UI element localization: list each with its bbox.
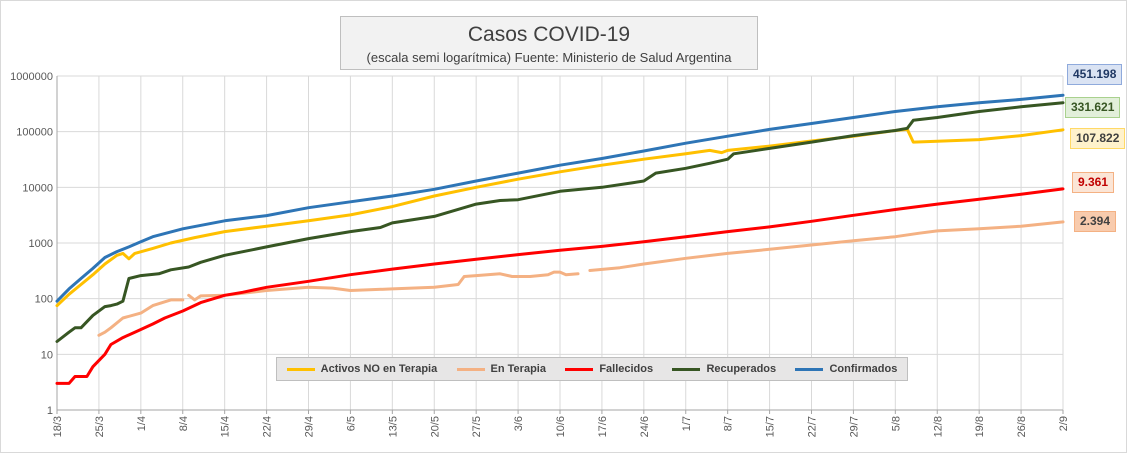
end-label-en-terapia: 2.394 bbox=[1074, 211, 1117, 232]
y-tick-label: 1 bbox=[47, 405, 53, 417]
x-tick-label: 15/7 bbox=[765, 416, 777, 437]
end-label-confirmados: 451.198 bbox=[1067, 64, 1123, 85]
legend-swatch-fallecidos bbox=[565, 367, 594, 371]
legend-label: En Terapia bbox=[490, 363, 546, 375]
series-lines bbox=[55, 93, 1065, 385]
x-tick-label: 18/3 bbox=[52, 416, 64, 437]
x-tick-label: 10/6 bbox=[555, 416, 567, 437]
chart-title: Casos COVID-19 bbox=[467, 23, 631, 46]
legend-item-confirmados: Confirmados bbox=[795, 363, 897, 375]
x-tick-label: 17/6 bbox=[597, 416, 609, 437]
x-tick-label: 29/4 bbox=[304, 416, 316, 437]
legend: Activos NO en Terapia En Terapia Falleci… bbox=[276, 357, 908, 381]
legend-item-recuperados: Recuperados bbox=[672, 363, 776, 375]
x-tick-label: 26/8 bbox=[1016, 416, 1028, 437]
axes: 1 10 100 1000 10000 100000 1000000 18/3 25/3 1/4 8… bbox=[10, 71, 1070, 437]
x-tick-label: 27/5 bbox=[471, 416, 483, 437]
x-tick-label: 2/9 bbox=[1058, 416, 1070, 431]
y-tick-label: 100000 bbox=[16, 127, 53, 139]
end-label-fallecidos: 9.361 bbox=[1072, 172, 1115, 193]
chart-subtitle: (escala semi logarítmica) Fuente: Minist… bbox=[366, 50, 732, 65]
end-label-activos: 107.822 bbox=[1070, 128, 1126, 149]
x-tick-label: 19/8 bbox=[974, 416, 986, 437]
legend-swatch-en-terapia bbox=[456, 367, 485, 371]
y-tick-label: 1000000 bbox=[10, 71, 53, 83]
title-box: Casos COVID-19 (escala semi logarítmica)… bbox=[340, 16, 758, 70]
x-tick-label: 15/4 bbox=[220, 416, 232, 437]
x-tick-label: 20/5 bbox=[429, 416, 441, 437]
x-tick-label: 8/7 bbox=[723, 416, 735, 431]
legend-item-fallecidos: Fallecidos bbox=[565, 363, 653, 375]
series-line-confirmados bbox=[55, 93, 1065, 303]
series-line-recuperados bbox=[55, 101, 1065, 343]
x-tick-label: 13/5 bbox=[387, 416, 399, 437]
series-line-en-terapia bbox=[588, 220, 1065, 272]
x-tick-label: 22/4 bbox=[262, 416, 274, 437]
x-tick-label: 25/3 bbox=[94, 416, 106, 437]
legend-label: Fallecidos bbox=[599, 363, 654, 375]
x-tick-label: 1/7 bbox=[681, 416, 693, 431]
y-tick-label: 100 bbox=[35, 294, 53, 306]
x-tick-label: 24/6 bbox=[639, 416, 651, 437]
legend-label: Recuperados bbox=[706, 363, 777, 375]
end-label-recuperados: 331.621 bbox=[1065, 97, 1121, 118]
x-tick-label: 3/6 bbox=[513, 416, 525, 431]
y-tick-label: 10000 bbox=[22, 182, 53, 194]
x-tick-label: 5/8 bbox=[890, 416, 902, 431]
y-tick-label: 1000 bbox=[29, 238, 53, 250]
x-tick-label: 29/7 bbox=[848, 416, 860, 437]
series-line-en-terapia bbox=[97, 298, 185, 337]
legend-item-en-terapia: En Terapia bbox=[456, 363, 546, 375]
legend-swatch-confirmados bbox=[795, 367, 824, 371]
x-tick-label: 8/4 bbox=[178, 416, 190, 431]
x-tick-label: 22/7 bbox=[807, 416, 819, 437]
series-line-en-terapia bbox=[187, 270, 580, 302]
x-tick-label: 12/8 bbox=[932, 416, 944, 437]
legend-swatch-recuperados bbox=[672, 367, 701, 371]
legend-label: Confirmados bbox=[829, 363, 898, 375]
x-tick-label: 6/5 bbox=[345, 416, 357, 431]
legend-label: Activos NO en Terapia bbox=[320, 363, 438, 375]
x-tick-label: 1/4 bbox=[136, 416, 148, 431]
series-line-fallecidos bbox=[55, 187, 1065, 385]
y-tick-label: 10 bbox=[41, 349, 53, 361]
legend-swatch-activos bbox=[286, 367, 315, 371]
legend-item-activos: Activos NO en Terapia bbox=[286, 363, 438, 375]
